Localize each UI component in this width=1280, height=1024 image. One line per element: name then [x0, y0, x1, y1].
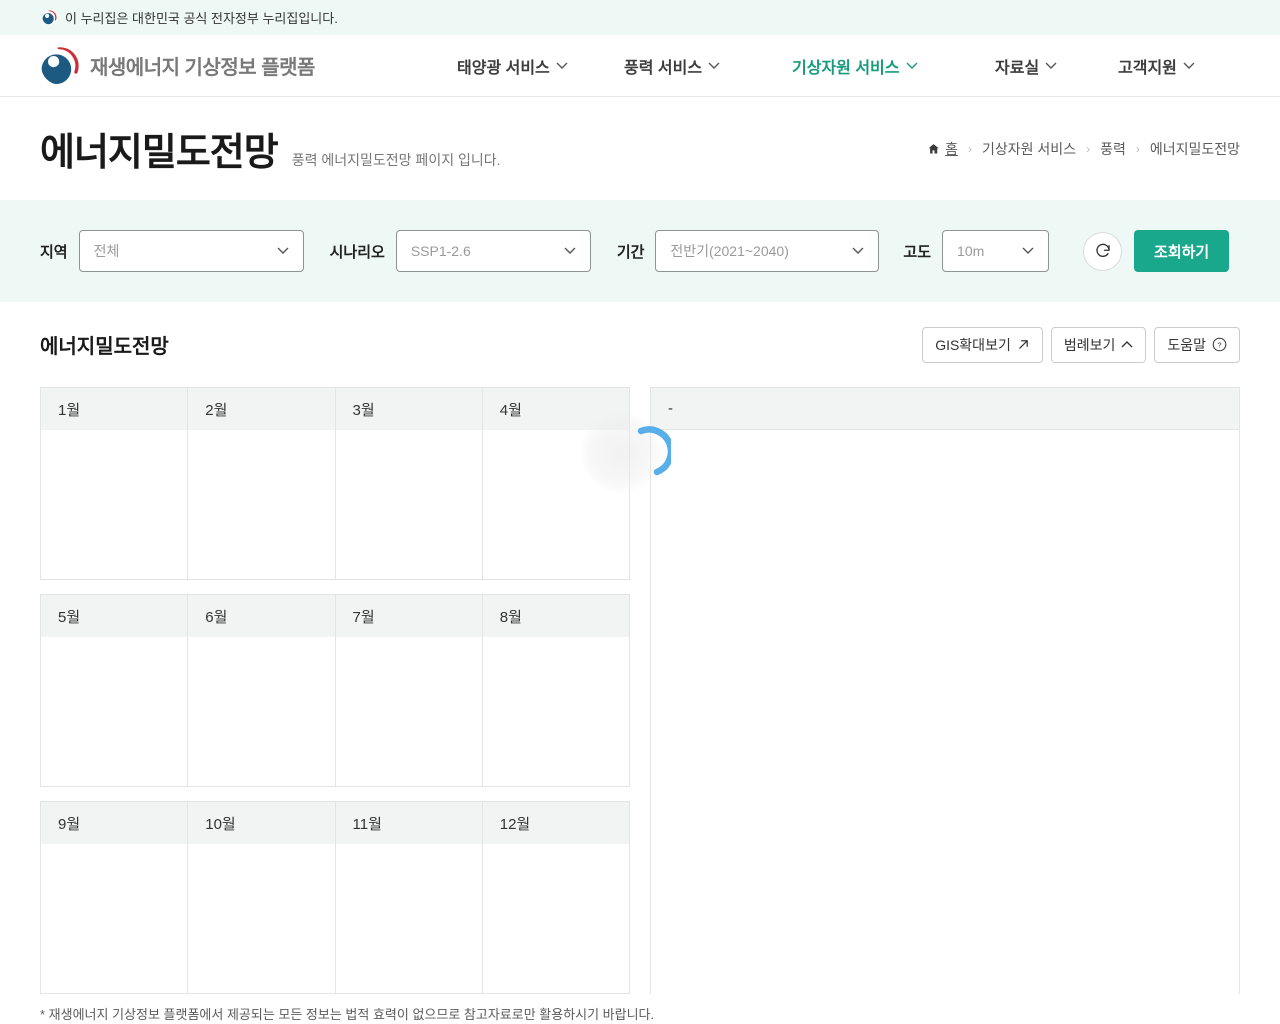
svg-text:?: ? [1217, 341, 1221, 350]
